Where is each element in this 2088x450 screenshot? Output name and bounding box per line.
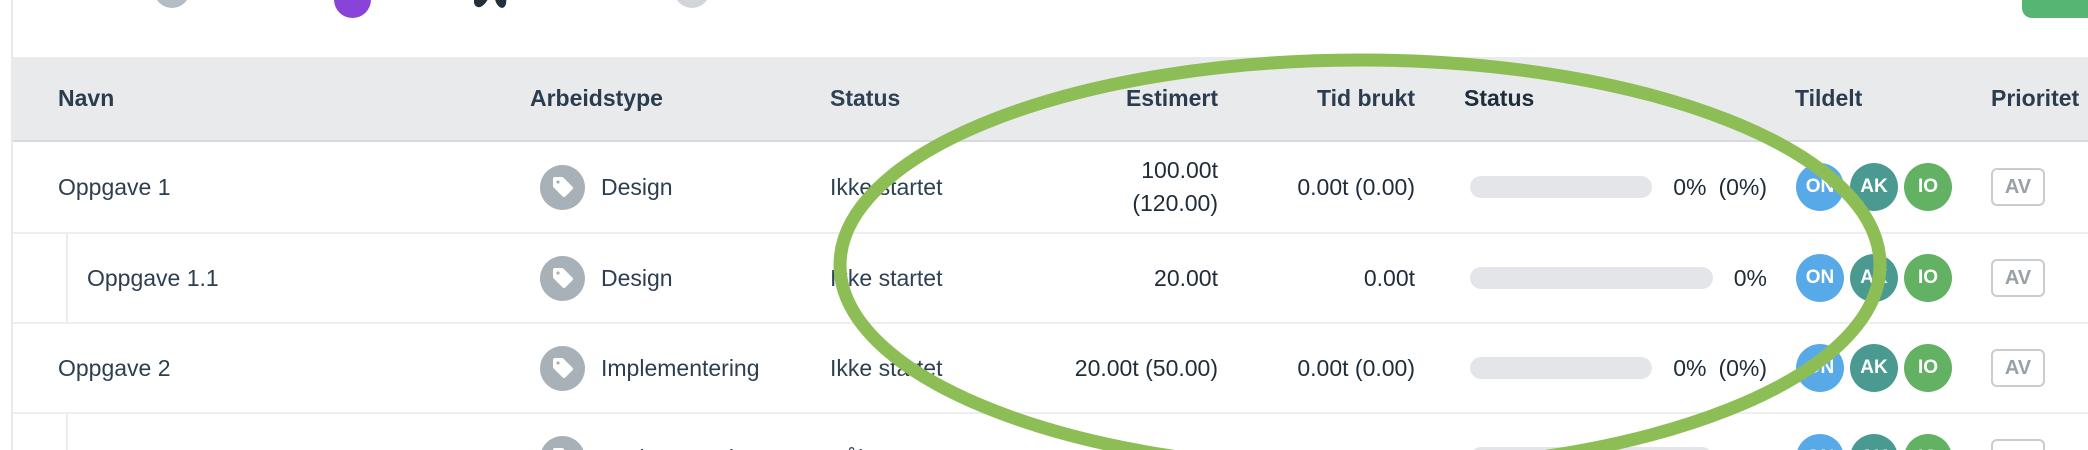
tag-icon: [540, 345, 585, 391]
partial-title-text: [470, 0, 495, 10]
progress-bar: [1470, 176, 1653, 198]
estimated-hours: 20.00t (50.00): [1074, 354, 1218, 381]
progress-cell: 0%: [1425, 445, 1775, 450]
column-header-status[interactable]: Status: [830, 85, 901, 111]
avatar-ak[interactable]: AK: [1850, 254, 1898, 302]
avatar-ak[interactable]: AK: [1850, 163, 1898, 211]
status-label[interactable]: Påbegynt: [810, 445, 985, 450]
avatar-ak[interactable]: AK: [1850, 434, 1898, 450]
tag-icon: [540, 255, 585, 301]
table-body: Oppgave 1 Design Ikke startet 100.00t (1…: [13, 142, 2088, 450]
panel-divider: [11, 0, 13, 450]
column-header-status-progress[interactable]: Status: [1464, 85, 1535, 111]
task-table: Navn Arbeidstype Status Estimert Tid bru…: [13, 57, 2088, 450]
worktype-label: Design: [601, 173, 673, 200]
progress-cell: 0% (0%): [1425, 355, 1775, 382]
tag-icon: [540, 164, 585, 210]
partial-title-text: [492, 0, 509, 10]
time-spent: 0.00t (0.00): [1297, 354, 1415, 381]
table-row[interactable]: Oppgave 1 Design Ikke startet 100.00t (1…: [13, 142, 2088, 232]
indent-guide: [66, 414, 68, 450]
progress-percent: 0%: [1734, 445, 1767, 450]
worktype-label: Implementering: [601, 445, 760, 450]
progress-percent-secondary: (0%): [1718, 354, 1767, 381]
task-name[interactable]: Oppgave 2: [58, 354, 171, 381]
estimated-hours: 20.00t: [985, 442, 1230, 450]
worktype-label: Implementering: [601, 354, 760, 381]
priority-chip[interactable]: AV: [1991, 439, 2045, 450]
column-header-estimert[interactable]: Estimert: [1125, 85, 1218, 111]
column-header-tildelt[interactable]: Tildelt: [1795, 85, 1863, 111]
avatar-io[interactable]: IO: [1904, 254, 1952, 302]
progress-bar: [1470, 267, 1713, 289]
tag-icon: [540, 435, 585, 450]
table-header-row: Navn Arbeidstype Status Estimert Tid bru…: [13, 57, 2088, 142]
table-row[interactable]: Oppgave 2.1 Implementering Påbegynt 20.0…: [13, 412, 2088, 450]
indent-guide: [66, 234, 68, 322]
priority-chip[interactable]: AV: [1991, 349, 2045, 387]
avatar-io[interactable]: IO: [1904, 344, 1952, 392]
avatar-on[interactable]: ON: [1796, 163, 1844, 211]
progress-percent: 0%: [1733, 264, 1767, 291]
progress-percent-secondary: (0%): [1718, 173, 1767, 200]
add-button-partial[interactable]: [2022, 0, 2088, 18]
column-header-arbeidstype[interactable]: Arbeidstype: [530, 85, 663, 111]
estimated-hours: 20.00t: [1154, 264, 1218, 291]
time-spent: 0.00t: [1230, 445, 1425, 450]
progress-percent: 0%: [1673, 173, 1707, 200]
estimated-hours: 100.00t (120.00): [1132, 157, 1218, 216]
progress-percent: 0%: [1673, 354, 1707, 381]
partial-purple-badge: [334, 0, 371, 18]
avatar-ak[interactable]: AK: [1850, 344, 1898, 392]
priority-chip[interactable]: AV: [1991, 168, 2045, 206]
progress-cell: 0% (0%): [1425, 174, 1775, 201]
time-spent: 0.00t: [1363, 264, 1415, 291]
progress-bar: [1470, 357, 1653, 379]
progress-cell: 0%: [1425, 265, 1775, 292]
task-name[interactable]: Oppgave 1: [58, 173, 171, 200]
assignee-avatars: ON AK IO: [1775, 434, 1975, 450]
task-name[interactable]: Oppgave 2.1: [13, 445, 530, 450]
avatar-io[interactable]: IO: [1904, 163, 1952, 211]
avatar-on[interactable]: ON: [1796, 254, 1844, 302]
column-header-navn[interactable]: Navn: [58, 85, 115, 111]
table-row[interactable]: Oppgave 1.1 Design Ikke startet 20.00t 0…: [13, 232, 2088, 322]
avatar-io[interactable]: IO: [1904, 434, 1952, 450]
worktype-label: Design: [601, 264, 673, 291]
status-label[interactable]: Ikke startet: [830, 264, 943, 291]
avatar-on[interactable]: ON: [1796, 434, 1844, 450]
time-spent: 0.00t (0.00): [1297, 173, 1415, 200]
avatar-on[interactable]: ON: [1796, 344, 1844, 392]
partial-avatar-icon: [154, 0, 190, 8]
column-header-prioritet[interactable]: Prioritet: [1991, 85, 2080, 111]
partial-help-icon: [674, 0, 710, 8]
column-header-tid-brukt[interactable]: Tid brukt: [1317, 85, 1415, 111]
status-label[interactable]: Ikke startet: [830, 354, 943, 381]
priority-chip[interactable]: AV: [1991, 259, 2045, 297]
table-row[interactable]: Oppgave 2 Implementering Ikke startet 20…: [13, 322, 2088, 412]
task-name[interactable]: Oppgave 1.1: [87, 264, 219, 291]
status-label[interactable]: Ikke startet: [830, 173, 943, 200]
